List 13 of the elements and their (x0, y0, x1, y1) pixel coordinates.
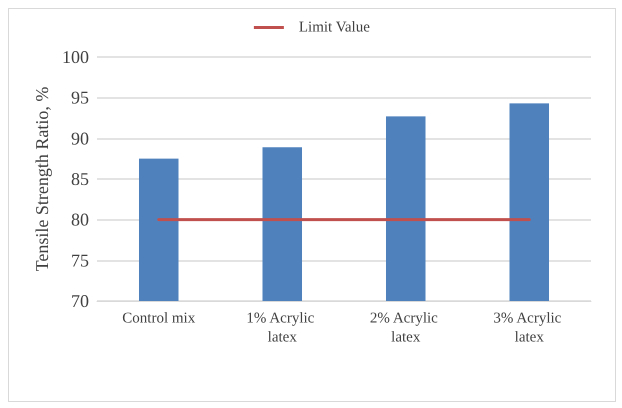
y-tick-label: 75 (71, 250, 89, 270)
y-tick-label: 85 (71, 169, 89, 189)
y-axis-title: Tensile Strength Ratio, % (32, 86, 52, 272)
y-tick-label: 80 (71, 210, 89, 230)
y-tick-label: 90 (71, 128, 89, 148)
y-tick-label: 95 (71, 88, 89, 108)
x-tick-label: 2% Acrylic latex (370, 310, 442, 346)
x-tick-label: Control mix (122, 310, 196, 326)
x-tick-label: 3% Acrylic latex (493, 310, 566, 346)
y-tick-label: 70 (71, 291, 89, 311)
legend-label: Limit Value (298, 20, 370, 36)
y-tick-label: 100 (62, 47, 89, 67)
x-tick-label: 1% Acrylic latex (246, 310, 318, 346)
